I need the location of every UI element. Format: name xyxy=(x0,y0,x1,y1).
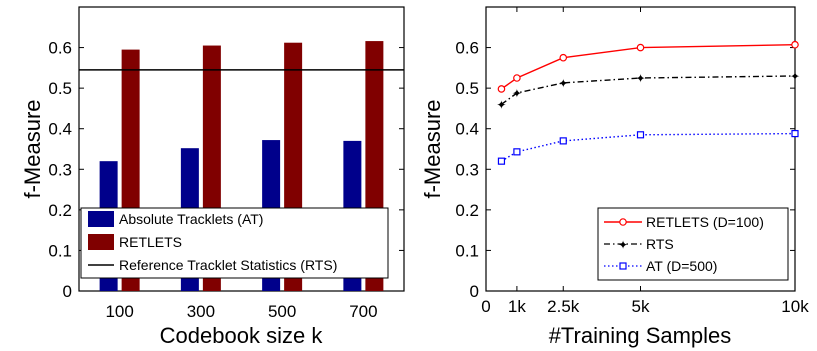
right-legend-label-at: AT (D=500) xyxy=(646,258,717,274)
right-y-tick-label: 0.1 xyxy=(455,241,479,260)
right-y-axis-label: f-Measure xyxy=(420,99,445,198)
right-x-tick-label: 0 xyxy=(481,297,490,316)
point-series-2 xyxy=(497,157,506,165)
right-x-tick-label: 10k xyxy=(781,297,809,316)
point-series-2 xyxy=(513,148,521,156)
left-x-axis-label: Codebook size k xyxy=(160,323,324,348)
right-x-tick-label: 1k xyxy=(508,297,526,316)
right-y-tick-label: 0.5 xyxy=(455,79,479,98)
legend-marker-at xyxy=(619,262,627,270)
left-y-axis-label: f-Measure xyxy=(20,99,45,198)
left-y-tick-label: 0.4 xyxy=(48,120,72,139)
right-legend-label-rts: RTS xyxy=(646,236,674,252)
left-y-tick-label: 0.3 xyxy=(48,160,72,179)
legend-marker-retlets xyxy=(619,218,627,226)
right-x-tick-label: 2.5k xyxy=(547,297,580,316)
left-legend-box xyxy=(80,207,389,279)
left-y-tick-label: 0.2 xyxy=(48,201,72,220)
right-y-tick-label: 0 xyxy=(470,282,479,301)
legend-marker-rts: ✦ xyxy=(618,238,628,252)
right-x-axis-label: #Training Samples xyxy=(549,323,732,348)
point-series-0 xyxy=(559,53,568,62)
left-y-tick-label: 0.6 xyxy=(48,39,72,58)
point-series-0 xyxy=(791,40,799,49)
point-series-1: ✦ xyxy=(790,69,800,83)
right-y-tick-label: 0.2 xyxy=(455,201,479,220)
left-y-tick-label: 0 xyxy=(63,282,72,301)
left-x-tick-label: 100 xyxy=(105,302,133,321)
left-legend: Absolute Tracklets (AT) RETLETS Referenc… xyxy=(80,207,389,279)
point-series-0 xyxy=(636,43,645,52)
right-y-tick-label: 0.4 xyxy=(455,120,479,139)
point-series-1: ✦ xyxy=(512,87,522,101)
left-legend-label-rts: Reference Tracklet Statistics (RTS) xyxy=(119,257,337,273)
right-x-tick-label: 5k xyxy=(632,297,650,316)
right-chart: 0 0.1 0.2 0.3 0.4 0.5 0.6 0 1k 2.5k 5k 10k ✦ ✦ ✦ ✦ ✦ RE… xyxy=(420,6,809,348)
left-x-tick-label: 500 xyxy=(268,302,296,321)
legend-swatch-at xyxy=(88,211,114,227)
point-series-0 xyxy=(497,85,506,93)
right-y-tick-label: 0.6 xyxy=(455,39,479,58)
point-series-0 xyxy=(513,74,521,82)
point-series-1: ✦ xyxy=(496,98,506,112)
right-legend-label-retlets: RETLETS (D=100) xyxy=(646,214,764,230)
left-y-tick-label: 0.5 xyxy=(48,79,72,98)
right-legend-box xyxy=(597,207,789,281)
right-y-tick-label: 0.3 xyxy=(455,160,479,179)
line-series-2 xyxy=(501,132,796,162)
point-series-1: ✦ xyxy=(635,72,645,86)
point-series-2 xyxy=(559,137,567,145)
left-x-tick-label: 700 xyxy=(349,302,377,321)
left-x-tick-label: 300 xyxy=(187,302,215,321)
left-chart: 0 0.1 0.2 0.3 0.4 0.5 0.6 100 300 500 700 Absolute… xyxy=(20,6,405,348)
right-legend: RETLETS (D=100) ✦ RTS AT (D=500) xyxy=(597,207,789,281)
legend-swatch-retlets xyxy=(88,234,114,250)
left-legend-label-retlets: RETLETS xyxy=(119,234,182,250)
point-series-1: ✦ xyxy=(558,76,568,90)
left-y-tick-label: 0.1 xyxy=(48,241,72,260)
left-legend-label-at: Absolute Tracklets (AT) xyxy=(119,211,263,227)
point-series-2 xyxy=(636,131,645,139)
point-series-2 xyxy=(791,129,799,138)
